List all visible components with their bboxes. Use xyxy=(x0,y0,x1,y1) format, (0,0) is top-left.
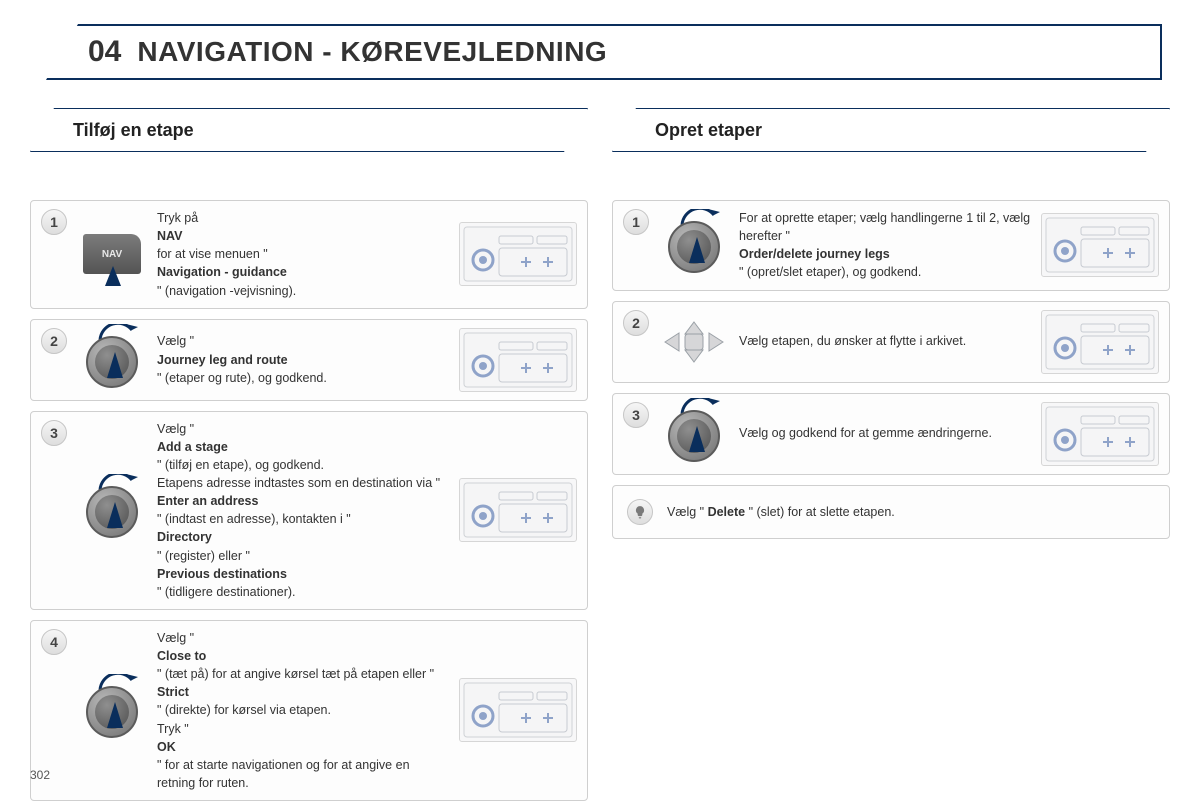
step-console-thumb xyxy=(459,222,577,286)
step-text: Vælg etapen, du ønsker at flytte i arkiv… xyxy=(739,310,1031,374)
header-number: 04 xyxy=(88,35,121,69)
dial-icon xyxy=(82,480,142,540)
dial-icon xyxy=(82,330,142,390)
step-icon xyxy=(77,629,147,792)
console-thumbnail xyxy=(1045,217,1155,273)
step-icon xyxy=(77,420,147,601)
console-thumbnail xyxy=(1045,406,1155,462)
step-text: Tryk på NAV for at vise menuen " Navigat… xyxy=(157,209,449,300)
step-text: Vælg " Add a stage " (tilføj en etape), … xyxy=(157,420,449,601)
console-thumbnail xyxy=(463,332,573,388)
step-icon xyxy=(659,310,729,374)
left-column: Tilføj en etape 1 NAV Tryk på NAV for at v… xyxy=(30,108,588,811)
step-console-thumb xyxy=(459,328,577,392)
step-number-badge: 4 xyxy=(41,629,67,655)
console-thumbnail xyxy=(1045,314,1155,370)
right-section-title: Opret etaper xyxy=(612,108,1170,152)
dial-icon xyxy=(664,215,724,275)
step-number-badge: 2 xyxy=(41,328,67,354)
step-number-badge: 3 xyxy=(623,402,649,428)
lightbulb-icon xyxy=(627,499,653,525)
step-icon xyxy=(77,328,147,392)
step-console-thumb xyxy=(1041,402,1159,466)
header-tab: 04 NAVIGATION - KØREVEJLEDNING xyxy=(46,24,1162,80)
left-section-title: Tilføj en etape xyxy=(30,108,588,152)
step-number-badge: 1 xyxy=(623,209,649,235)
page-header: 04 NAVIGATION - KØREVEJLEDNING xyxy=(30,24,1170,94)
dial-icon xyxy=(664,404,724,464)
step-text: For at oprette etaper; vælg handlingerne… xyxy=(739,209,1031,282)
console-thumbnail xyxy=(463,682,573,738)
right-column: Opret etaper 1 For at oprette etaper; væl… xyxy=(612,108,1170,811)
step-console-thumb xyxy=(1041,310,1159,374)
left-step-4: 4 Vælg " Close to " (tæt på) for at angiv… xyxy=(30,620,588,801)
left-step-1: 1 NAV Tryk på NAV for at vise menuen " Nav… xyxy=(30,200,588,309)
right-step-3: 3 Vælg og godkend for at gemme ændringern… xyxy=(612,393,1170,475)
note-text: Vælg " Delete " (slet) for at slette eta… xyxy=(667,505,895,519)
right-step-2: 2 Vælg etapen, du ønsker at flytte i arki… xyxy=(612,301,1170,383)
step-console-thumb xyxy=(459,678,577,742)
dpad-icon xyxy=(659,320,729,364)
content-columns: Tilføj en etape 1 NAV Tryk på NAV for at v… xyxy=(30,108,1170,811)
step-text: Vælg " Close to " (tæt på) for at angive… xyxy=(157,629,449,792)
dial-icon xyxy=(82,680,142,740)
step-text: Vælg og godkend for at gemme ændringerne… xyxy=(739,402,1031,466)
step-icon: NAV xyxy=(77,209,147,300)
step-number-badge: 2 xyxy=(623,310,649,336)
nav-button-icon: NAV xyxy=(83,234,141,274)
header-title: NAVIGATION - KØREVEJLEDNING xyxy=(137,36,607,68)
page-number: 302 xyxy=(30,768,50,782)
right-step-1: 1 For at oprette etaper; vælg handlingern… xyxy=(612,200,1170,291)
step-number-badge: 3 xyxy=(41,420,67,446)
step-icon xyxy=(659,209,729,282)
left-step-2: 2 Vælg " Journey leg and route " (etaper … xyxy=(30,319,588,401)
step-icon xyxy=(659,402,729,466)
note-row: Vælg " Delete " (slet) for at slette eta… xyxy=(612,485,1170,539)
step-text: Vælg " Journey leg and route " (etaper o… xyxy=(157,328,449,392)
step-console-thumb xyxy=(459,478,577,542)
left-step-3: 3 Vælg " Add a stage " (tilføj en etape),… xyxy=(30,411,588,610)
step-number-badge: 1 xyxy=(41,209,67,235)
console-thumbnail xyxy=(463,482,573,538)
step-console-thumb xyxy=(1041,213,1159,277)
console-thumbnail xyxy=(463,226,573,282)
